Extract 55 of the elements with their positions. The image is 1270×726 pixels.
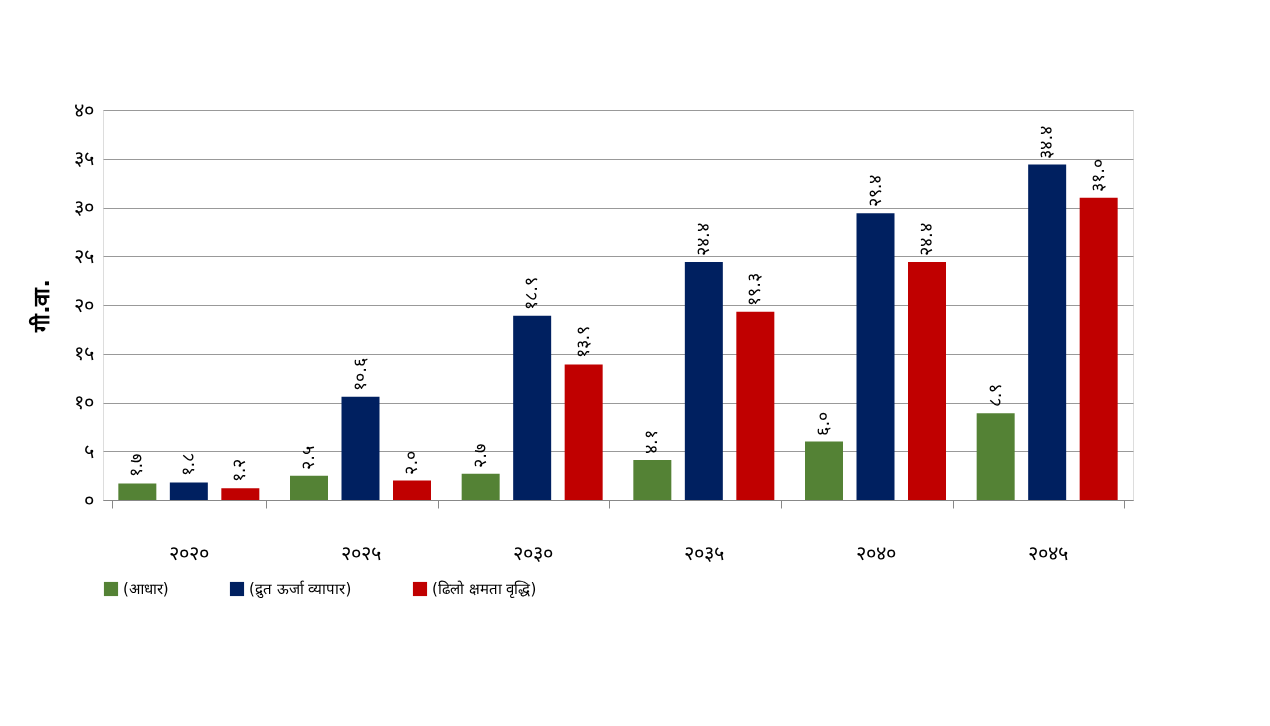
legend-label: (ढिलो क्षमता वृद्धि) xyxy=(432,580,537,599)
data-label: १८.९ xyxy=(520,276,542,310)
bar xyxy=(290,475,328,500)
y-tick-label: १० xyxy=(73,390,94,414)
data-label: १०.६ xyxy=(348,357,370,391)
data-label: ४.१ xyxy=(640,430,662,455)
bar xyxy=(341,396,380,500)
bar xyxy=(118,483,157,500)
y-tick-label: २५ xyxy=(73,243,94,268)
y-tick-label: ० xyxy=(83,487,94,512)
y-tick-label: ४० xyxy=(73,97,94,122)
data-label: १.२ xyxy=(228,458,250,483)
bar xyxy=(1028,164,1067,500)
data-label: २.५ xyxy=(297,445,318,470)
x-tick-label: २०४५ xyxy=(1027,540,1068,565)
data-label: १.७ xyxy=(125,453,147,478)
data-label: ३४.४ xyxy=(1035,125,1057,159)
data-label: २.७ xyxy=(468,443,490,468)
bar xyxy=(461,473,500,500)
bar xyxy=(976,413,1015,500)
data-label: २४.४ xyxy=(915,223,936,257)
data-label: २.० xyxy=(400,450,421,475)
x-tick-label: २०२० xyxy=(169,540,210,565)
y-tick-label: ३५ xyxy=(73,146,94,171)
bar xyxy=(908,262,946,500)
data-label: १९.३ xyxy=(743,273,765,306)
bar xyxy=(513,315,552,500)
x-tick-label: २०३० xyxy=(512,540,553,565)
bar xyxy=(684,262,723,500)
bar xyxy=(805,441,843,500)
legend-label: (द्रुत ऊर्जा व्यापार) xyxy=(249,580,352,599)
x-tick-label: २०३५ xyxy=(684,540,725,565)
y-axis-title: गी.वा. xyxy=(27,279,54,333)
data-label: २४.४ xyxy=(691,223,713,257)
data-label: १३.९ xyxy=(571,325,593,359)
data-label: ६.० xyxy=(812,411,833,436)
y-tick-label: २० xyxy=(73,292,94,317)
bar xyxy=(1079,197,1118,500)
bar xyxy=(393,480,431,500)
y-tick-label: १५ xyxy=(73,341,94,366)
bar xyxy=(633,460,672,500)
data-label: २९.४ xyxy=(863,174,885,208)
y-tick-label: ३० xyxy=(73,195,94,219)
x-tick-label: २०४० xyxy=(856,540,896,565)
bar xyxy=(856,213,895,500)
bar xyxy=(736,311,775,500)
x-tick-label: २०२५ xyxy=(341,540,381,565)
legend-label: (आधार) xyxy=(123,580,169,598)
bar xyxy=(169,482,208,500)
data-label: ३१.० xyxy=(1086,159,1108,192)
y-tick-label: ५ xyxy=(83,438,94,463)
data-label: ८.९ xyxy=(983,383,1005,408)
data-label: १.८ xyxy=(176,452,198,477)
bar xyxy=(221,488,260,500)
bar xyxy=(564,364,603,500)
